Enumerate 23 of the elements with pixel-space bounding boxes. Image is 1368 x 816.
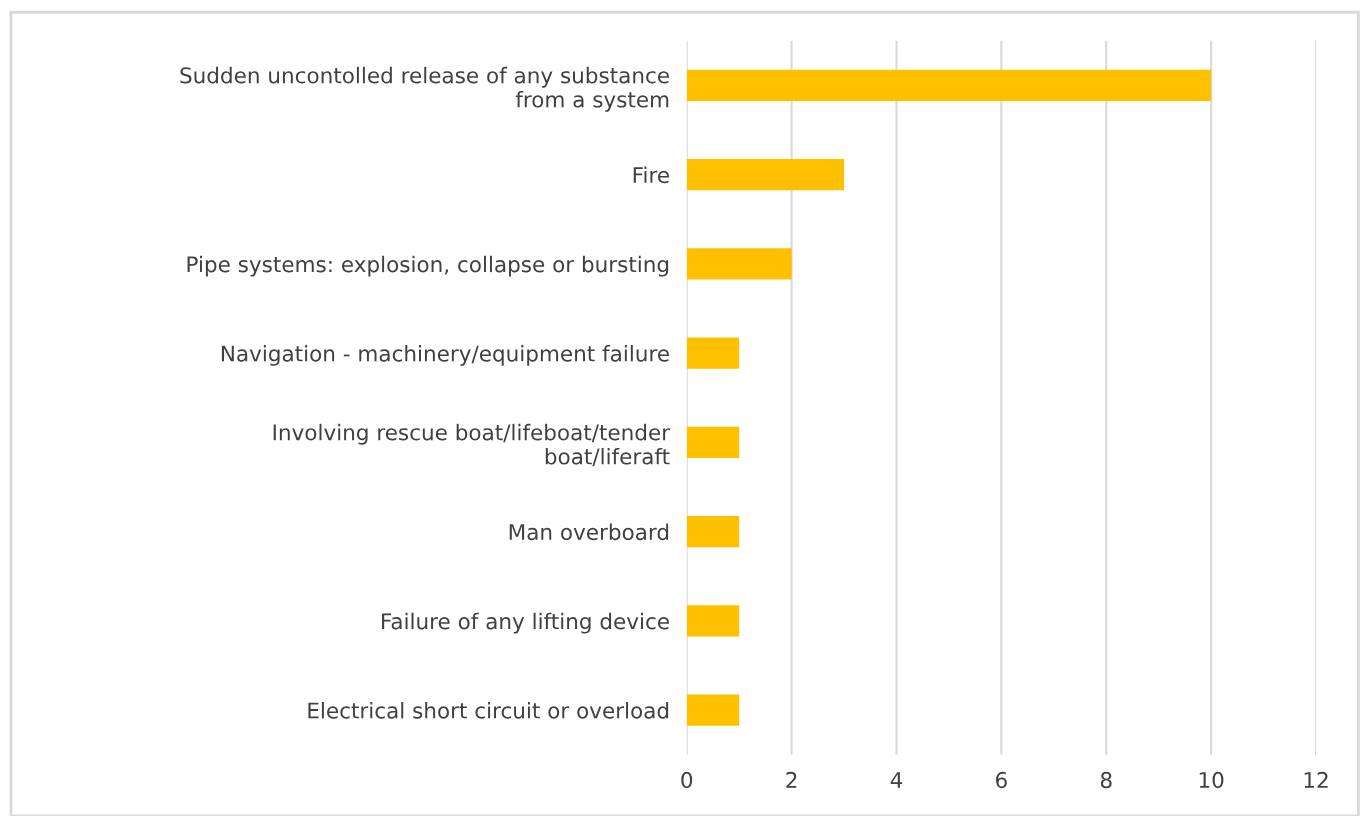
y-tick-label: Electrical short circuit or overload — [308, 702, 669, 719]
bar — [686, 694, 740, 726]
x-tick-label: 4 — [890, 772, 903, 788]
y-tick-label: Fire — [633, 166, 669, 184]
y-tick-label: Man overboard — [509, 523, 669, 541]
bar — [686, 426, 740, 459]
x-tick-label: 12 — [1304, 771, 1328, 788]
bar — [686, 337, 740, 369]
y-tick-label: Involving rescue boat/lifeboat/tender boat/liferaft — [273, 423, 671, 467]
bar — [686, 159, 845, 191]
x-tick-label: 6 — [996, 771, 1007, 789]
y-tick-label: Failure of any lifting device — [382, 612, 669, 634]
x-tick-label: 10 — [1199, 771, 1224, 789]
x-tick-label: 2 — [786, 771, 797, 788]
x-tick-label: 8 — [1100, 771, 1112, 789]
bar — [686, 605, 740, 637]
bar — [686, 516, 740, 548]
x-tick-label: 0 — [681, 771, 693, 789]
y-tick-label: Navigation - machinery/equipment failure — [221, 345, 669, 366]
y-tick-label: Sudden uncontolled release of any substance from a system — [180, 66, 669, 112]
bar — [686, 69, 1212, 102]
y-tick-label: Pipe systems: explosion, collapse or bursting — [187, 255, 669, 277]
bar — [686, 248, 792, 280]
